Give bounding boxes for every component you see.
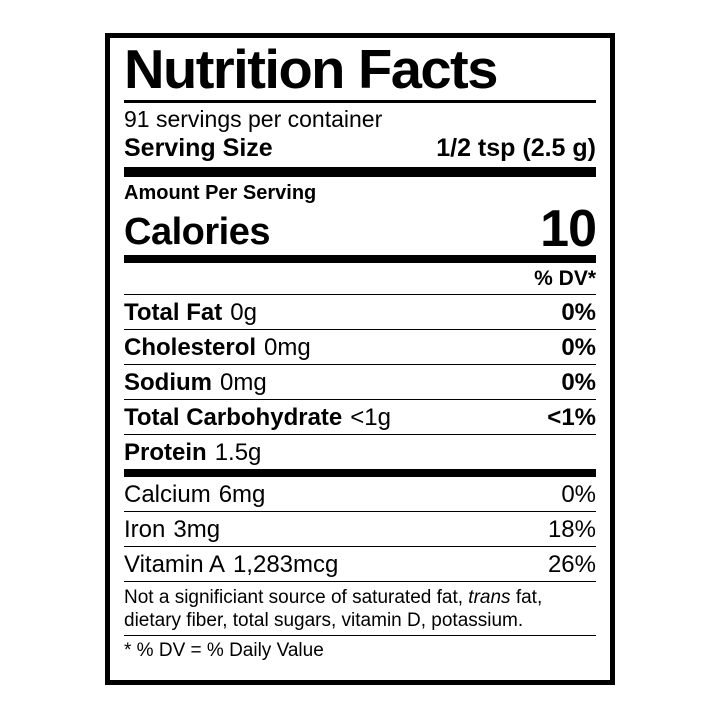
vitamin-list: Calcium 6mg 0% Iron 3mg 18% Vitamin A 1,283mcg 2… [124,477,596,581]
nutrient-amount: 0mg [220,369,267,396]
serving-size-row: Serving Size 1/2 tsp (2.5 g) [124,133,596,167]
row-left: Vitamin A 1,283mcg [124,550,338,579]
calories-value: 10 [540,200,597,258]
row-left: Protein 1.5g [124,438,261,467]
row-divider [124,511,596,512]
daily-value-note: * % DV = % Daily Value [124,640,324,661]
nutrient-amount: 6mg [218,481,266,508]
row-left: Total Fat 0g [124,298,257,327]
nutrient-daily-value: 0% [561,369,596,396]
divider-above-footnote [124,581,596,582]
nutrient-list: Total Fat 0g 0% Cholesterol 0mg 0% Sodium 0mg 0%… [124,295,596,469]
nutrient-row: Total Carbohydrate <1g <1% [124,400,596,434]
nutrient-name: Sodium [124,369,212,396]
row-left: Sodium 0mg [124,368,267,397]
nutrient-row: Total Fat 0g 0% [124,295,596,329]
nutrient-name: Total Fat [124,299,223,326]
nutrient-amount: 1,283mcg [232,551,339,578]
vitamin-row: Vitamin A 1,283mcg 26% [124,547,596,581]
label-inner: Nutrition Facts 91 servings per containe… [110,38,610,680]
nutrient-daily-value: 18% [547,516,596,543]
divider-thick-after-serving [124,167,596,177]
serving-size-label: Serving Size [124,134,273,162]
vitamin-row: Calcium 6mg 0% [124,477,596,511]
amount-per-serving-label: Amount Per Serving [124,182,317,204]
nutrient-row: Sodium 0mg 0% [124,365,596,399]
row-left: Calcium 6mg [124,480,265,509]
divider-under-title [124,100,596,103]
nutrient-amount: <1g [350,404,391,431]
calories-row: Calories 10 [124,200,597,258]
divider-thick-after-protein [124,469,596,477]
nutrient-amount: 0mg [264,334,311,361]
footnote-italic-trans: trans [468,587,511,608]
nutrient-name: Cholesterol [124,334,257,361]
nutrient-daily-value: <1% [547,404,596,431]
nutrient-row: Protein 1.5g [124,435,596,469]
nutrient-amount: 0g [230,299,257,326]
nutrient-name: Vitamin A [124,551,225,578]
nutrient-daily-value: 0% [561,299,596,326]
daily-value-header: % DV* [534,267,596,290]
divider-thick-after-calories [124,255,596,263]
servings-per-container: 91 servings per container [124,106,383,132]
nutrient-daily-value: 0% [561,481,596,508]
nutrient-daily-value: 26% [547,551,596,578]
serving-size-value: 1/2 tsp (2.5 g) [436,134,596,162]
row-divider [124,399,596,400]
vitamin-row: Iron 3mg 18% [124,512,596,546]
nutrient-name: Iron [124,516,166,543]
nutrient-row: Cholesterol 0mg 0% [124,330,596,364]
nutrient-amount: 3mg [173,516,221,543]
divider-under-dv-header [124,294,596,295]
page-title: Nutrition Facts [124,38,498,100]
row-divider [124,546,596,547]
row-divider [124,329,596,330]
footnote-text: Not a significiant source of saturated f… [124,582,596,635]
row-left: Total Carbohydrate <1g [124,403,391,432]
row-divider [124,364,596,365]
nutrition-facts-label: Nutrition Facts 91 servings per containe… [105,33,615,685]
row-left: Iron 3mg [124,515,220,544]
calories-label: Calories [124,211,270,253]
nutrient-name: Protein [124,439,207,466]
footnote-part-1: Not a significiant source of saturated f… [124,587,469,608]
nutrient-name: Calcium [124,481,211,508]
nutrient-name: Total Carbohydrate [124,404,343,431]
nutrient-daily-value: 0% [561,334,596,361]
row-left: Cholesterol 0mg [124,333,311,362]
divider-above-dv-note [124,635,596,636]
footnote-part-2: fat, dietary fiber, total sugars, vitami… [124,587,543,631]
nutrient-amount: 1.5g [214,439,262,466]
row-divider [124,434,596,435]
